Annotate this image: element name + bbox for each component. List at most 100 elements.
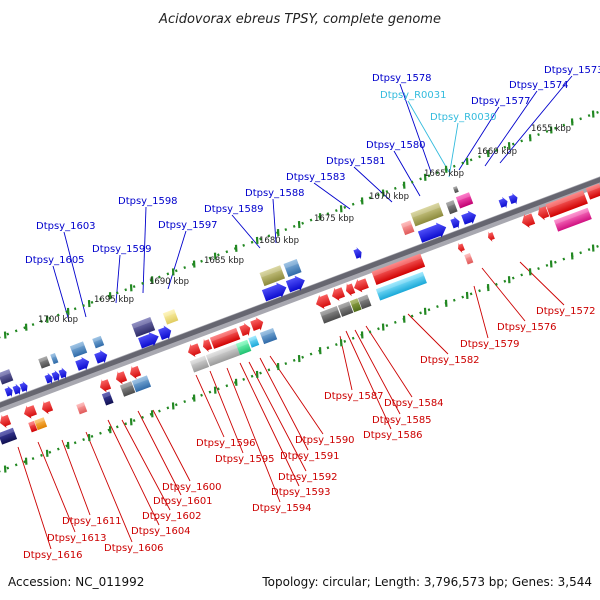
gene-label-dtpsy_1611[interactable]: Dtpsy_1611 <box>62 516 122 527</box>
scale-label-1695: 1695 kbp <box>94 295 134 305</box>
gene-label-dtpsy_1589[interactable]: Dtpsy_1589 <box>204 204 264 215</box>
scale-label-1655: 1655 kbp <box>531 124 571 134</box>
genome-backbone <box>0 176 600 413</box>
gene-label-dtpsy_1581[interactable]: Dtpsy_1581 <box>326 156 386 167</box>
gene-label-dtpsy_1593[interactable]: Dtpsy_1593 <box>271 487 331 498</box>
gene-label-dtpsy_r0031[interactable]: Dtpsy_R0031 <box>380 90 447 101</box>
reverse-gene-34 <box>259 327 278 345</box>
reverse-gene-12 <box>316 294 332 310</box>
reverse-gene-33 <box>248 335 260 348</box>
gene-label-dtpsy_1594[interactable]: Dtpsy_1594 <box>252 503 312 514</box>
gene-label-dtpsy_1583[interactable]: Dtpsy_1583 <box>286 172 346 183</box>
gene-label-dtpsy_1586[interactable]: Dtpsy_1586 <box>363 430 423 441</box>
forward-gene-3 <box>19 381 28 393</box>
reverse-gene-24 <box>34 417 48 431</box>
forward-gene-20 <box>38 356 51 369</box>
reverse-gene-17 <box>458 242 465 254</box>
gene-label-dtpsy_1590[interactable]: Dtpsy_1590 <box>295 435 355 446</box>
reverse-gene-8 <box>203 338 213 352</box>
reverse-gene-20 <box>538 206 550 221</box>
gene-labels: Dtpsy_1573 Dtpsy_1574 Dtpsy_1577 Dtpsy_1578… <box>23 65 600 561</box>
reverse-gene-28 <box>119 381 136 397</box>
reverse-gene-14 <box>346 283 356 297</box>
forward-gene-17 <box>498 196 508 209</box>
gene-label-dtpsy_1596[interactable]: Dtpsy_1596 <box>196 438 256 449</box>
forward-gene-26 <box>259 265 286 287</box>
reverse-gene-13 <box>332 287 345 301</box>
forward-gene-32 <box>452 186 459 194</box>
scale-label-1680: 1680 kbp <box>259 236 299 246</box>
reverse-gene-22 <box>585 183 600 200</box>
gene-label-dtpsy_1603[interactable]: Dtpsy_1603 <box>36 221 96 232</box>
scale-track: 1655 kbp 1660 kbp 1665 kbp 1670 kbp 1675 kbp… <box>0 110 600 473</box>
forward-gene-30 <box>445 200 458 215</box>
gene-label-dtpsy_1613[interactable]: Dtpsy_1613 <box>47 533 107 544</box>
reverse-gene-26 <box>76 402 88 415</box>
scale-label-1675: 1675 kbp <box>314 214 354 224</box>
gene-label-dtpsy_1602[interactable]: Dtpsy_1602 <box>142 511 202 522</box>
gene-label-dtpsy_1588[interactable]: Dtpsy_1588 <box>245 188 305 199</box>
scale-label-1690: 1690 kbp <box>149 277 189 287</box>
forward-gene-16 <box>461 210 477 225</box>
forward-gene-7 <box>75 356 90 371</box>
forward-gene-23 <box>92 335 105 349</box>
gene-label-dtpsy_1585[interactable]: Dtpsy_1585 <box>372 415 432 426</box>
gene-label-dtpsy_1599[interactable]: Dtpsy_1599 <box>92 244 152 255</box>
gene-label-dtpsy_1605[interactable]: Dtpsy_1605 <box>25 255 85 266</box>
gene-label-dtpsy_1578[interactable]: Dtpsy_1578 <box>372 73 432 84</box>
forward-gene-9 <box>138 332 159 349</box>
gene-label-dtpsy_1591[interactable]: Dtpsy_1591 <box>280 451 340 462</box>
gene-label-dtpsy_1574[interactable]: Dtpsy_1574 <box>509 80 569 91</box>
gene-label-dtpsy_1579[interactable]: Dtpsy_1579 <box>460 339 520 350</box>
gene-label-dtpsy_1584[interactable]: Dtpsy_1584 <box>384 398 444 409</box>
gene-label-dtpsy_1573[interactable]: Dtpsy_1573 <box>544 65 600 76</box>
gene-features <box>0 183 600 445</box>
gene-label-dtpsy_1616[interactable]: Dtpsy_1616 <box>23 550 83 561</box>
forward-gene-18 <box>508 193 518 205</box>
gene-label-dtpsy_1597[interactable]: Dtpsy_1597 <box>158 220 218 231</box>
scale-label-1685: 1685 kbp <box>204 256 244 266</box>
reverse-gene-32 <box>235 339 252 356</box>
reverse-gene-37 <box>349 298 362 313</box>
reverse-gene-9 <box>209 327 241 349</box>
gene-label-dtpsy_1582[interactable]: Dtpsy_1582 <box>420 355 480 366</box>
gene-label-dtpsy_1601[interactable]: Dtpsy_1601 <box>153 496 213 507</box>
forward-gene-1 <box>4 385 13 398</box>
reverse-gene-40 <box>464 253 474 265</box>
forward-gene-15 <box>450 216 460 229</box>
reverse-gene-27 <box>101 391 114 406</box>
forward-gene-31 <box>455 192 474 209</box>
genome-summary-text: Topology: circular; Length: 3,796,573 bp… <box>261 575 592 589</box>
gene-label-dtpsy_1595[interactable]: Dtpsy_1595 <box>215 454 275 465</box>
gene-label-dtpsy_1604[interactable]: Dtpsy_1604 <box>131 526 191 537</box>
reverse-gene-30 <box>189 355 210 373</box>
gene-label-dtpsy_r0030[interactable]: Dtpsy_R0030 <box>430 112 497 123</box>
gene-label-dtpsy_1580[interactable]: Dtpsy_1580 <box>366 140 426 151</box>
forward-gene-13 <box>353 247 362 260</box>
gene-label-dtpsy_1576[interactable]: Dtpsy_1576 <box>497 322 557 333</box>
reverse-gene-7 <box>188 343 201 357</box>
forward-gene-29 <box>410 202 444 227</box>
gene-label-dtpsy_1598[interactable]: Dtpsy_1598 <box>118 196 178 207</box>
gene-label-dtpsy_1600[interactable]: Dtpsy_1600 <box>162 482 222 493</box>
reverse-gene-1 <box>0 414 12 428</box>
scale-label-1700: 1700 kbp <box>38 315 78 325</box>
gene-label-dtpsy_1587[interactable]: Dtpsy_1587 <box>324 391 384 402</box>
label-leader-lines <box>17 75 573 550</box>
reverse-gene-38 <box>357 294 372 310</box>
reverse-gene-36 <box>337 301 354 317</box>
reverse-gene-19 <box>522 213 536 228</box>
reverse-gene-23 <box>0 427 18 445</box>
reverse-gene-6 <box>130 365 142 380</box>
reverse-gene-16 <box>371 253 426 285</box>
forward-gene-11 <box>261 282 287 302</box>
reverse-gene-4 <box>100 379 112 393</box>
scale-label-1660: 1660 kbp <box>477 147 517 157</box>
gene-label-dtpsy_1592[interactable]: Dtpsy_1592 <box>278 472 338 483</box>
forward-gene-28 <box>400 220 415 236</box>
gene-label-dtpsy_1572[interactable]: Dtpsy_1572 <box>536 306 596 317</box>
reverse-gene-21 <box>545 190 588 218</box>
gene-label-dtpsy_1577[interactable]: Dtpsy_1577 <box>471 96 531 107</box>
gene-label-dtpsy_1606[interactable]: Dtpsy_1606 <box>104 543 164 554</box>
